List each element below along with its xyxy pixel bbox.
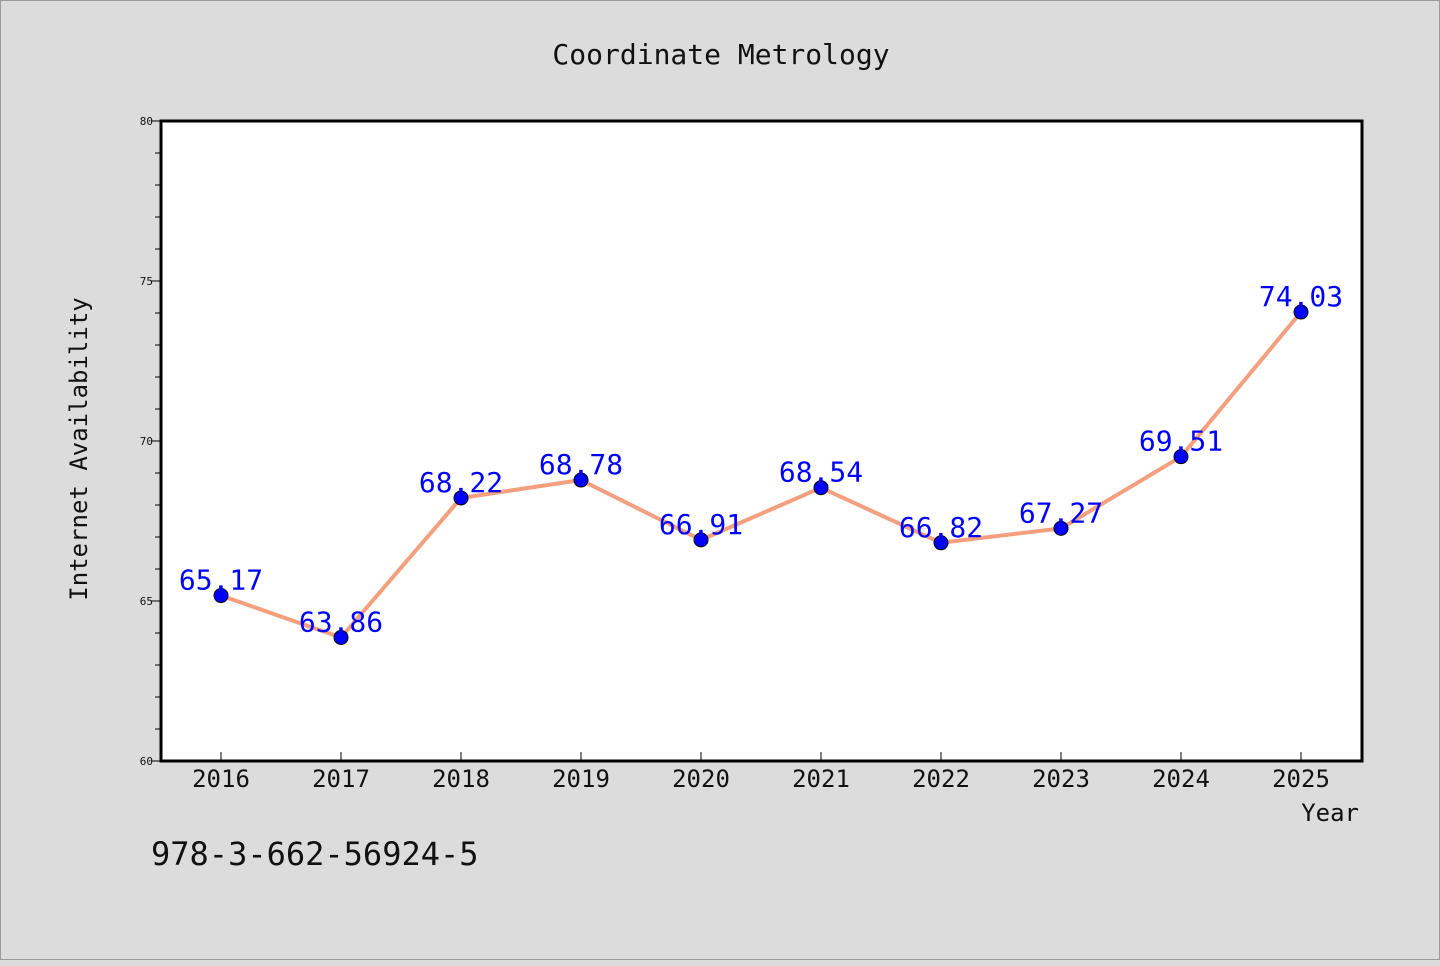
x-axis: 2016 2017 2018 2019 2020 2021 2022 2023 2024 2025 xyxy=(192,752,1330,793)
y-tick-label: 80 xyxy=(140,115,153,128)
y-tick-label: 70 xyxy=(140,435,153,448)
x-axis-label: Year xyxy=(1301,799,1359,827)
y-axis-label: Internet Availability xyxy=(65,297,93,600)
y-tick-label: 65 xyxy=(140,595,153,608)
data-point xyxy=(453,490,469,506)
data-point xyxy=(573,472,589,488)
y-tick-label: 75 xyxy=(140,275,153,288)
x-tick-label: 2016 xyxy=(192,765,250,793)
x-tick-label: 2025 xyxy=(1272,765,1330,793)
plot-area xyxy=(159,119,1364,763)
data-point xyxy=(1293,304,1309,320)
x-tick-label: 2019 xyxy=(552,765,610,793)
data-label: 68.22 xyxy=(419,466,503,499)
x-tick-label: 2022 xyxy=(912,765,970,793)
data-point xyxy=(933,535,949,551)
data-label: 68.54 xyxy=(779,456,863,489)
isbn-text: 978-3-662-56924-5 xyxy=(151,835,479,873)
data-label: 68.78 xyxy=(539,448,623,481)
series-line xyxy=(219,310,1303,640)
data-label: 69.51 xyxy=(1139,425,1223,458)
x-tick-label: 2017 xyxy=(312,765,370,793)
chart-title: Coordinate Metrology xyxy=(552,38,889,71)
data-label: 74.03 xyxy=(1259,280,1343,313)
x-tick-label: 2018 xyxy=(432,765,490,793)
x-tick-label: 2023 xyxy=(1032,765,1090,793)
data-point xyxy=(1053,520,1069,536)
data-point xyxy=(333,629,349,645)
data-labels: 65.17 63.86 68.22 68.78 66.91 68.54 66.82 67.27… xyxy=(179,280,1343,638)
y-axis: 60 65 70 75 80 xyxy=(140,115,161,768)
data-label: 63.86 xyxy=(299,605,383,638)
data-point xyxy=(693,532,709,548)
data-point xyxy=(213,588,229,604)
series-group xyxy=(213,304,1309,645)
data-label: 67.27 xyxy=(1019,496,1103,529)
y-tick-label: 60 xyxy=(140,755,153,768)
data-label: 66.82 xyxy=(899,511,983,544)
data-point xyxy=(1173,449,1189,465)
x-tick-label: 2024 xyxy=(1152,765,1210,793)
x-tick-label: 2020 xyxy=(672,765,730,793)
data-label: 66.91 xyxy=(659,508,743,541)
x-tick-label: 2021 xyxy=(792,765,850,793)
data-label: 65.17 xyxy=(179,564,263,597)
data-point xyxy=(813,480,829,496)
